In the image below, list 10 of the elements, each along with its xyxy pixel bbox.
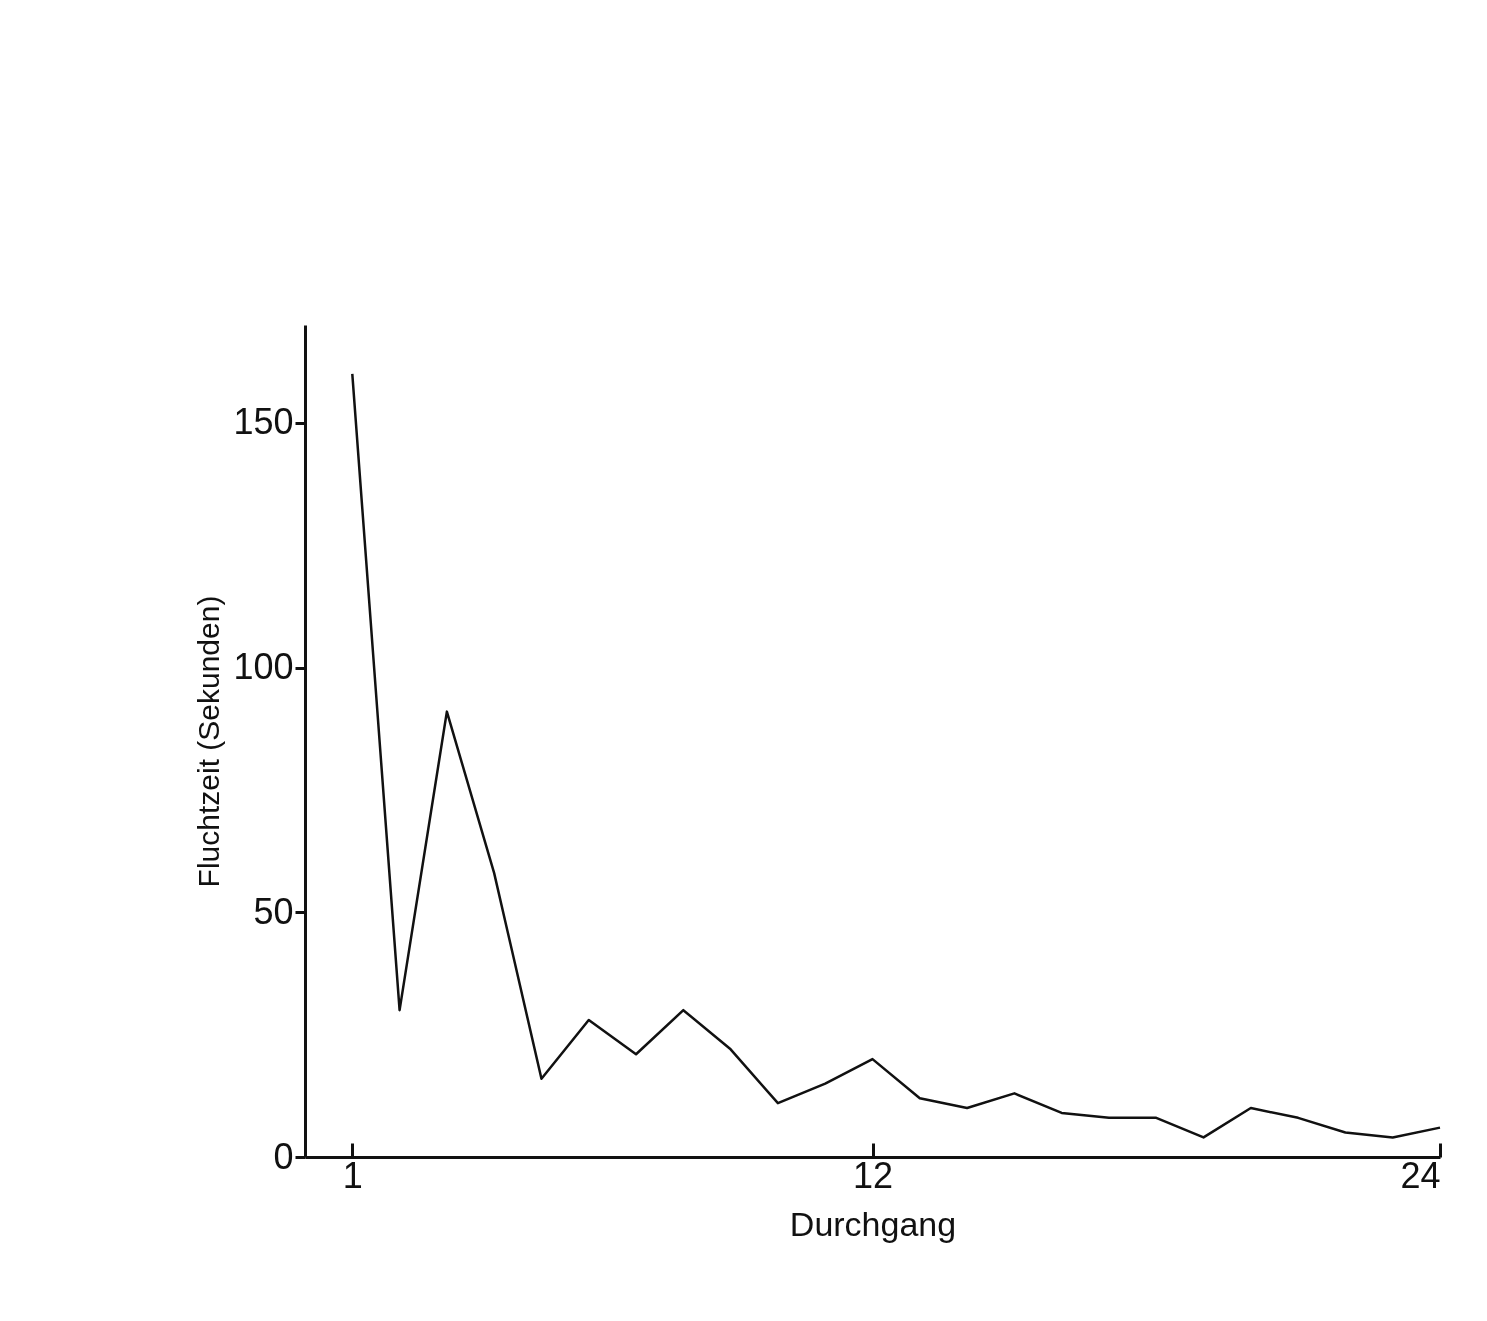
y-axis-title: Fluchtzeit (Sekunden) [192, 595, 226, 888]
x-tick-label: 1 [342, 1154, 363, 1196]
y-tick-label: 50 [253, 890, 294, 932]
x-tick-label: 12 [852, 1154, 894, 1196]
y-tick-label: 100 [233, 646, 294, 688]
y-tick-label: 0 [273, 1135, 294, 1177]
line-series [351, 372, 1442, 1139]
x-axis-title: Durchgang [789, 1204, 957, 1243]
y-tick-label: 150 [233, 401, 294, 443]
x-tick-label: 24 [1400, 1154, 1441, 1196]
